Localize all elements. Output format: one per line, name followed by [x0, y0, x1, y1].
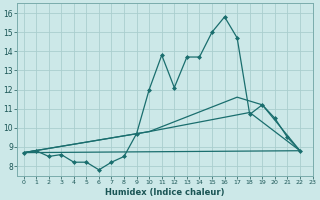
- X-axis label: Humidex (Indice chaleur): Humidex (Indice chaleur): [105, 188, 225, 197]
